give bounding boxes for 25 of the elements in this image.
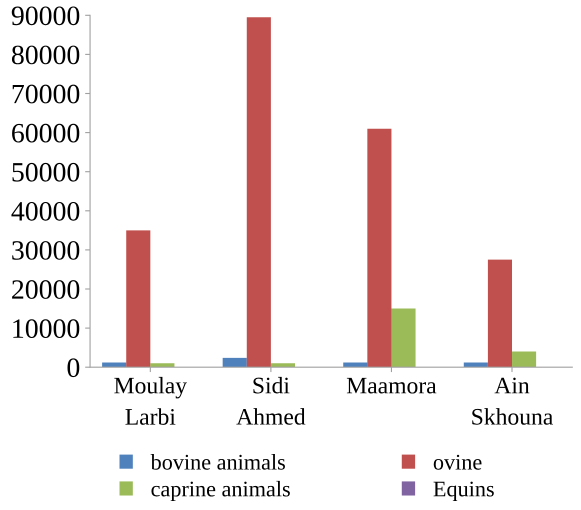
y-tick-label: 10000 — [13, 319, 80, 338]
bar — [222, 358, 247, 368]
bar — [246, 17, 271, 368]
bar — [488, 260, 512, 368]
y-tick-label: 90000 — [12, 6, 80, 26]
x-tick-label: Moulay Larbi — [114, 376, 187, 425]
legend-label: Equins — [434, 482, 494, 502]
bar — [126, 230, 150, 368]
x-tick-label: Sidi Ahmed — [236, 376, 306, 425]
y-tick-label: 0 — [68, 358, 80, 378]
y-tick-label: 30000 — [12, 241, 80, 260]
bar — [391, 308, 416, 368]
x-tick-label: Maamora — [346, 378, 436, 394]
y-tick-label: 40000 — [11, 202, 80, 221]
x-tick-label: Ain Skhouna — [472, 378, 553, 425]
y-tick-label: 60000 — [12, 124, 80, 143]
y-tick-label: 70000 — [12, 84, 80, 104]
y-tick-label: 50000 — [12, 162, 80, 182]
legend-label: caprine animals — [151, 480, 290, 502]
bar — [367, 128, 392, 368]
legend-label: ovine — [434, 454, 482, 470]
y-tick-label: 80000 — [12, 46, 80, 64]
bar — [512, 352, 536, 368]
legend-label: bovine animals — [150, 454, 285, 470]
y-tick-label: 20000 — [12, 280, 80, 299]
